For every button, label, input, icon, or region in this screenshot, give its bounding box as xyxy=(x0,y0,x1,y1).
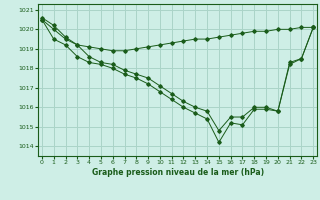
X-axis label: Graphe pression niveau de la mer (hPa): Graphe pression niveau de la mer (hPa) xyxy=(92,168,264,177)
